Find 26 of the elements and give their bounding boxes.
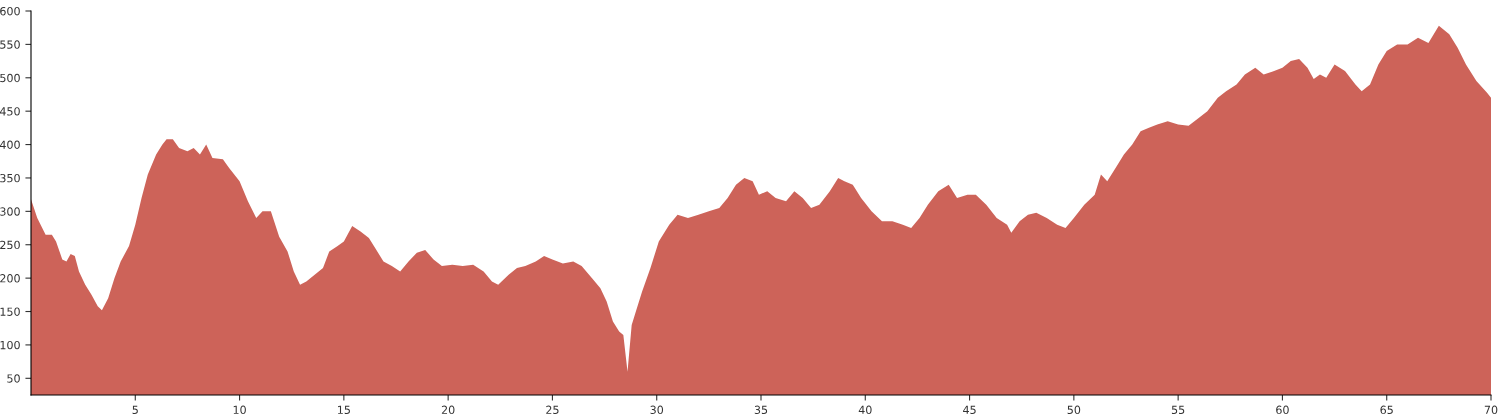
- y-tick-label: 500: [0, 73, 20, 83]
- x-tick-label: 15: [338, 405, 350, 415]
- x-tick-label: 70: [1484, 405, 1498, 415]
- y-tick-label: 200: [0, 274, 20, 283]
- y-tick-label: 250: [0, 240, 20, 250]
- x-tick-label: 10: [233, 405, 246, 415]
- x-tick-label: 25: [546, 405, 559, 415]
- x-tick-label: 5: [132, 405, 138, 415]
- y-tick-label: 350: [0, 173, 20, 183]
- x-tick-label: 55: [1171, 405, 1185, 415]
- y-tick-label: 150: [0, 307, 20, 316]
- x-tick-label: 45: [963, 405, 976, 415]
- y-tick-label: 550: [0, 40, 20, 49]
- y-tick-label: 400: [0, 140, 20, 149]
- y-tick-label: 50: [7, 374, 20, 383]
- x-tick-label: 30: [650, 405, 664, 415]
- x-tick-label: 50: [1067, 405, 1081, 415]
- x-tick-label: 60: [1276, 405, 1289, 415]
- y-tick-label: 450: [0, 107, 20, 116]
- y-tick-label: 300: [0, 207, 20, 216]
- x-tick-label: 65: [1380, 405, 1393, 415]
- y-tick-label: 600: [0, 6, 20, 16]
- x-tick-label: 35: [754, 405, 768, 415]
- x-tick-label: 20: [441, 405, 455, 415]
- x-tick-label: 40: [858, 405, 872, 415]
- y-tick-label: 100: [0, 340, 20, 350]
